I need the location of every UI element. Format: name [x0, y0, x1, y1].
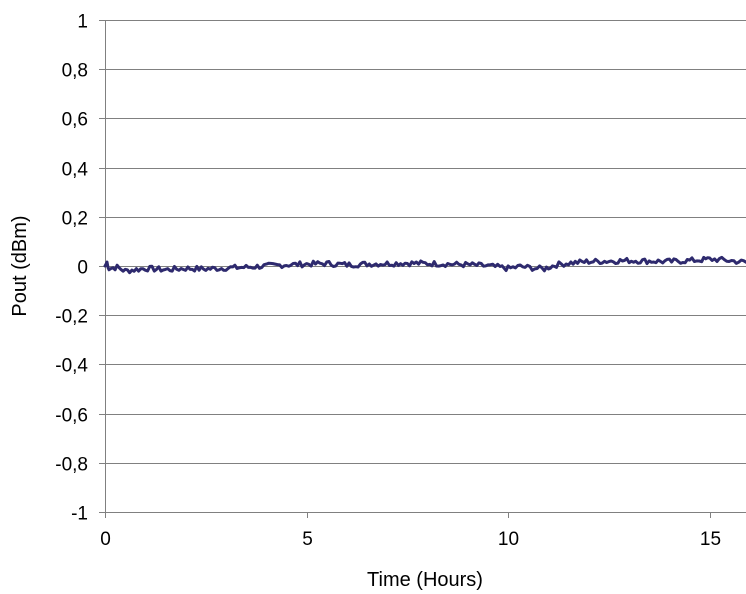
y-tick-label: 0,8 [62, 61, 88, 82]
y-tick-label: -0,4 [55, 356, 88, 377]
y-tick-label: 1 [77, 12, 88, 33]
x-tick-label: 10 [498, 529, 519, 550]
y-tick-label: -0,8 [55, 455, 88, 476]
x-tick-label: 5 [302, 529, 313, 550]
y-axis-title: Pout (dBm) [9, 215, 31, 316]
y-tick-label: -0,6 [55, 406, 88, 427]
y-tick-label: -1 [71, 504, 88, 525]
y-tick-label: 0 [77, 258, 88, 279]
y-tick-label: -0,2 [55, 307, 88, 328]
x-axis-title: Time (Hours) [367, 569, 483, 591]
y-tick-label: 0,2 [62, 209, 88, 230]
y-tick-label: 0,4 [62, 160, 89, 181]
gridlines [105, 20, 746, 464]
x-tick-label: 15 [700, 529, 721, 550]
series-line [103, 255, 746, 275]
x-axis-ticks: 0 5 10 15 [100, 512, 721, 550]
y-tick-label: 0,6 [62, 110, 88, 131]
y-axis-ticks: 1 0,8 0,6 0,4 0,2 0 -0,2 -0,4 -0,6 -0,8 -1 [55, 12, 105, 525]
series-layer [103, 255, 746, 275]
x-tick-label: 0 [100, 529, 111, 550]
